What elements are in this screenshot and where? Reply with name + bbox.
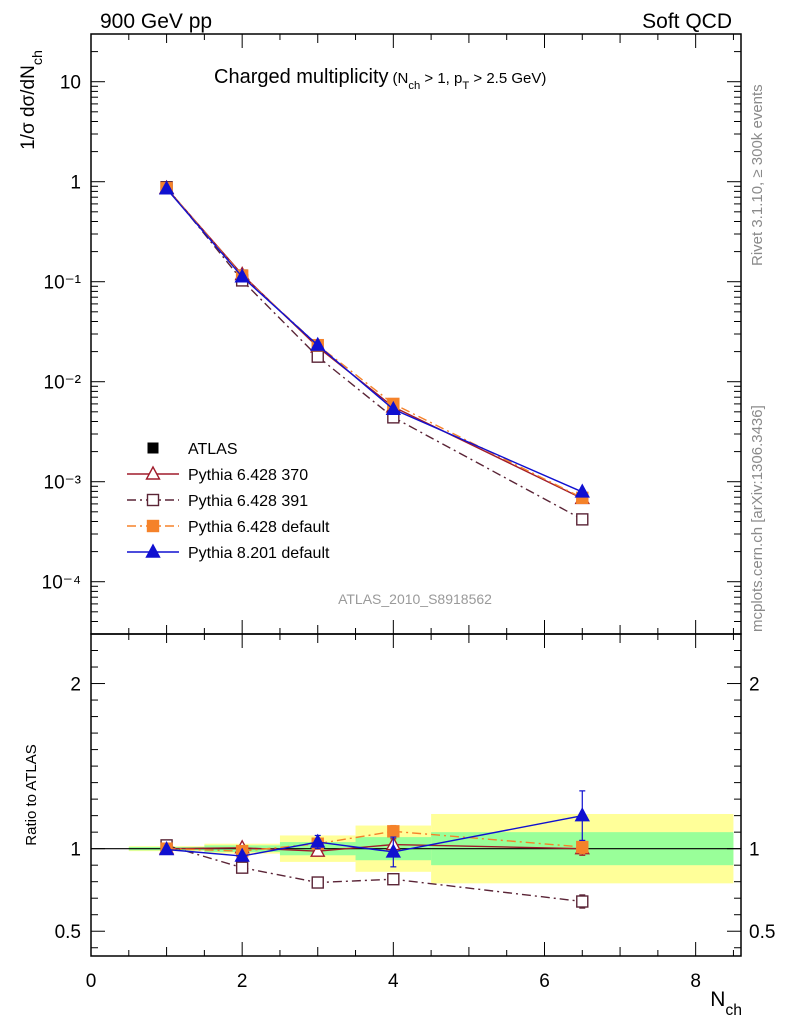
legend-entry: Pythia 6.428 default bbox=[127, 519, 330, 536]
legend-entry: Pythia 6.428 391 bbox=[127, 493, 308, 510]
legend: ATLAS Pythia 6.428 370 Pythia 6.428 391 Pyt… bbox=[127, 441, 330, 562]
data-point bbox=[158, 180, 175, 195]
data-point bbox=[574, 483, 590, 498]
y-tick-label: 10⁻¹ bbox=[44, 273, 82, 294]
ratio-ylabel: Ratio to ATLAS bbox=[23, 744, 40, 845]
ratio-y-tick-label: 0.5 bbox=[55, 922, 81, 943]
series-line bbox=[166, 186, 583, 521]
x-tick-label: 8 bbox=[690, 971, 701, 992]
ratio-point bbox=[235, 861, 249, 874]
main-title-cuts: (Nch > 1, pT > 2.5 GeV) bbox=[393, 70, 547, 92]
data-point bbox=[311, 350, 324, 363]
ratio-series-3 bbox=[158, 790, 590, 868]
ratio-point bbox=[387, 825, 400, 838]
legend-marker bbox=[146, 519, 160, 533]
legend-marker bbox=[146, 493, 160, 507]
x-axis-label: Nch bbox=[710, 988, 742, 1019]
data-point bbox=[576, 513, 589, 526]
y-tick-label: 10⁻² bbox=[44, 373, 82, 394]
ratio-point bbox=[311, 876, 324, 889]
legend-marker bbox=[145, 465, 161, 480]
legend-label: Pythia 8.201 default bbox=[188, 545, 330, 562]
x-tick-label: 4 bbox=[388, 971, 399, 992]
data-point bbox=[385, 400, 402, 415]
rivet-version-label: Rivet 3.1.10, ≥ 300k events bbox=[749, 84, 766, 266]
main-title: Charged multiplicity (Nch > 1, pT > 2.5 G… bbox=[214, 66, 546, 92]
legend-entry: Pythia 6.428 370 bbox=[127, 465, 308, 484]
header-left: 900 GeV pp bbox=[100, 10, 212, 33]
ratio-point bbox=[576, 840, 589, 854]
series-4 bbox=[158, 180, 590, 498]
ratio-plot-frame bbox=[90, 633, 742, 957]
ratio-point bbox=[310, 833, 326, 848]
x-tick-label: 6 bbox=[539, 971, 550, 992]
ratio-y-tick-label-right: 2 bbox=[749, 675, 760, 696]
x-tick-label: 0 bbox=[86, 971, 97, 992]
ratio-point bbox=[385, 843, 402, 858]
main-plot-frame bbox=[90, 33, 742, 635]
ratio-y-tick-label: 2 bbox=[70, 675, 81, 696]
y-tick-label: 10⁻³ bbox=[44, 473, 82, 494]
ratio-y-tick-label-right: 1 bbox=[749, 840, 760, 861]
main-plot: 10⁻⁴ 10⁻³ 10⁻² 10⁻¹ 1 10 Charged multiplicity… bbox=[18, 33, 742, 635]
ratio-y-tick-label-right: 0.5 bbox=[749, 922, 775, 943]
ratio-point bbox=[574, 807, 590, 822]
main-watermark: ATLAS_2010_S8918562 bbox=[338, 591, 492, 607]
main-ylabel: 1/σ dσ/dNch bbox=[18, 50, 46, 150]
ratio-point bbox=[387, 873, 400, 886]
legend-marker bbox=[147, 442, 159, 454]
legend-entry: ATLAS bbox=[147, 441, 238, 458]
header-right: Soft QCD bbox=[642, 10, 732, 33]
ratio-plot: 0.5 0.5 1 1 2 2 0 2 4 6 8 Ratio to ATLAS Nch bbox=[23, 633, 775, 1019]
source-label: mcplots.cern.ch [arXiv:1306.3436] bbox=[749, 405, 766, 632]
ratio-point bbox=[310, 842, 326, 857]
ratio-series-1 bbox=[160, 839, 589, 909]
x-tick-label: 2 bbox=[237, 971, 248, 992]
legend-entry: Pythia 8.201 default bbox=[127, 543, 330, 562]
ratio-point bbox=[576, 895, 589, 908]
legend-label: ATLAS bbox=[188, 441, 238, 458]
y-tick-label: 10 bbox=[60, 73, 81, 94]
legend-marker bbox=[145, 543, 161, 558]
ratio-line bbox=[166, 830, 583, 852]
y-tick-label: 1 bbox=[70, 173, 81, 194]
data-point bbox=[310, 336, 326, 351]
data-point bbox=[234, 268, 250, 283]
ratio-y-tick-label: 1 bbox=[70, 840, 81, 861]
legend-label: Pythia 6.428 391 bbox=[188, 493, 308, 510]
legend-label: Pythia 6.428 370 bbox=[188, 467, 308, 484]
y-tick-label: 10⁻⁴ bbox=[42, 573, 81, 594]
ratio-point bbox=[158, 841, 175, 856]
ratio-point bbox=[234, 847, 250, 862]
legend-label: Pythia 6.428 default bbox=[188, 519, 330, 536]
